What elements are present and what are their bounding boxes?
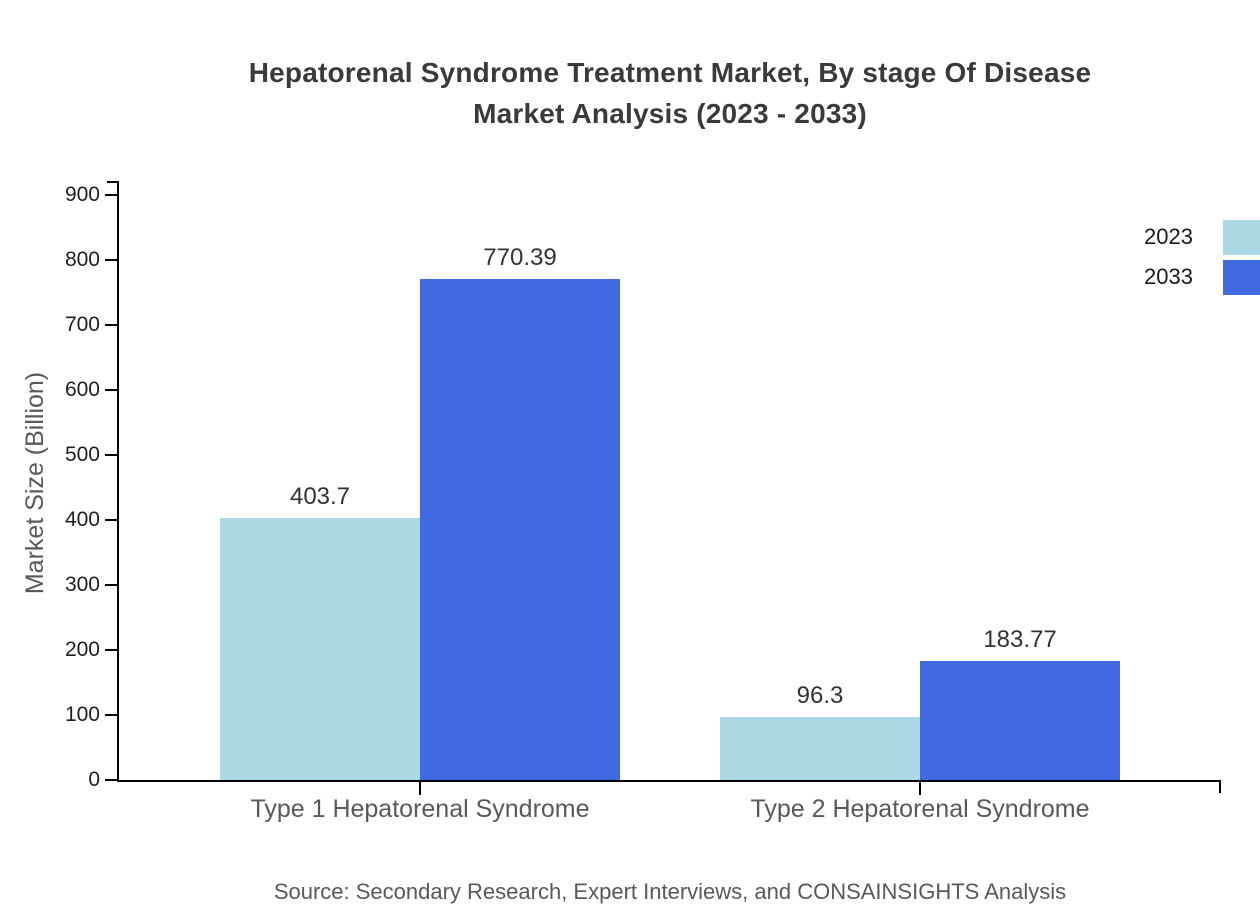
y-tick-label: 0 [88, 768, 100, 791]
y-tick-label: 800 [64, 248, 100, 271]
y-tick-label: 400 [64, 508, 100, 531]
legend-swatch [1223, 259, 1260, 295]
y-tick [105, 519, 118, 521]
bar-2033 [920, 661, 1120, 780]
y-tick [105, 454, 118, 456]
bar-2033 [420, 279, 620, 780]
bar-value-label: 770.39 [483, 244, 557, 271]
y-tick-label: 300 [64, 573, 100, 596]
x-axis-end-cap [1219, 780, 1221, 793]
legend-swatch [1223, 219, 1260, 255]
bar-value-label: 403.7 [289, 483, 351, 510]
y-tick [105, 324, 118, 326]
chart-title: Hepatorenal Syndrome Treatment Market, B… [80, 52, 1260, 134]
y-tick-label: 200 [64, 638, 100, 661]
category-tick [419, 782, 421, 795]
chart-title-line1: Hepatorenal Syndrome Treatment Market, B… [248, 57, 1092, 88]
y-tick [105, 714, 118, 716]
bar-2023 [220, 518, 420, 780]
y-tick-label: 600 [64, 378, 100, 401]
category-label: Type 1 Hepatorenal Syndrome [250, 795, 590, 823]
y-tick-label: 900 [64, 183, 100, 206]
bar-2023 [720, 717, 920, 780]
y-axis-end-cap [107, 181, 119, 183]
category-label: Type 2 Hepatorenal Syndrome [750, 795, 1090, 823]
legend-label: 2023 [1144, 224, 1193, 249]
legend-item: 2033 [1130, 259, 1260, 295]
x-axis-line [117, 780, 1221, 782]
y-tick-label: 100 [64, 703, 100, 726]
y-axis-title: Market Size (Billion) [21, 371, 49, 595]
y-tick [105, 649, 118, 651]
legend-label: 2033 [1144, 264, 1193, 289]
legend-item: 2023 [1130, 219, 1260, 255]
source-note: Source: Secondary Research, Expert Inter… [273, 879, 1067, 904]
y-tick [105, 194, 118, 196]
y-tick [105, 389, 118, 391]
bar-value-label: 183.77 [983, 626, 1057, 653]
y-tick-label: 500 [64, 443, 100, 466]
bar-value-label: 96.3 [796, 682, 844, 709]
y-tick [105, 259, 118, 261]
y-tick [105, 779, 118, 781]
chart-title-line2: Market Analysis (2023 - 2033) [473, 98, 867, 129]
legend: 2023 2033 [1130, 219, 1260, 299]
y-tick-label: 700 [64, 313, 100, 336]
y-axis-line [117, 181, 119, 782]
y-tick [105, 584, 118, 586]
category-tick [919, 782, 921, 795]
